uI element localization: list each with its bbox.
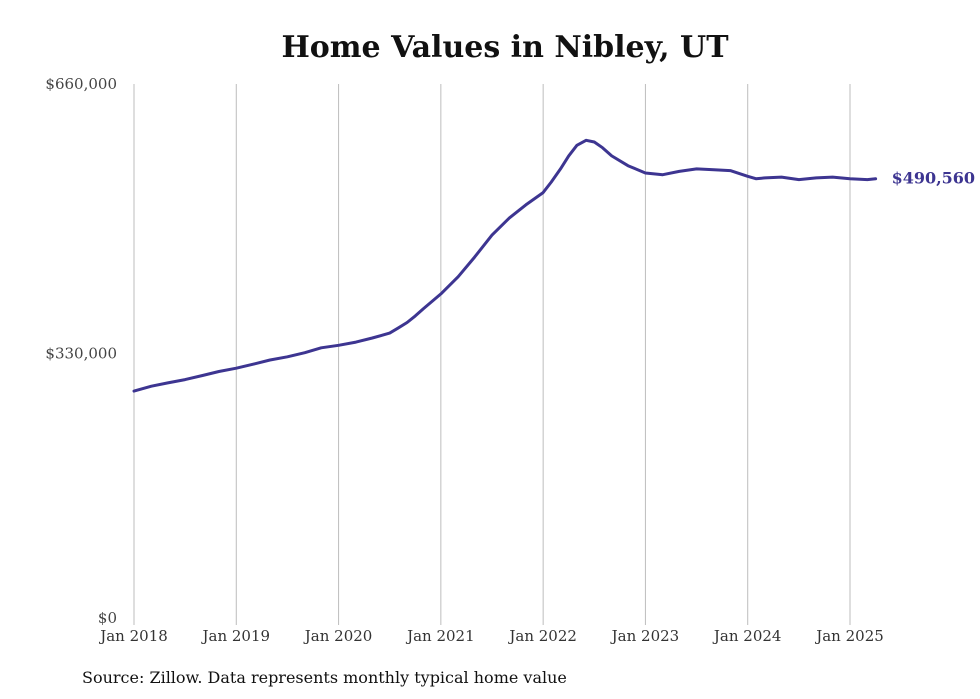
chart-title: Home Values in Nibley, UT [281,30,729,65]
x-tick-label: Jan 2020 [303,627,373,645]
x-axis-ticks: Jan 2018 Jan 2019 Jan 2020 Jan 2021 Jan 2022… [98,627,884,645]
x-tick-label: Jan 2022 [507,627,577,645]
x-tick-label: Jan 2023 [610,627,680,645]
y-tick-label: $0 [98,609,117,627]
y-axis-ticks: $0 $330,000 $660,000 [45,75,117,627]
x-tick-label: Jan 2025 [814,627,884,645]
gridlines [133,84,851,625]
x-tick-label: Jan 2019 [201,627,271,645]
end-value-label: $490,560 [892,169,976,188]
x-tick-label: Jan 2018 [98,627,168,645]
x-tick-label: Jan 2024 [712,627,782,645]
y-tick-label: $330,000 [45,345,117,363]
source-note: Source: Zillow. Data represents monthly … [82,668,567,687]
y-tick-label: $660,000 [45,75,117,93]
x-tick-label: Jan 2021 [405,627,475,645]
series-line [132,138,878,393]
